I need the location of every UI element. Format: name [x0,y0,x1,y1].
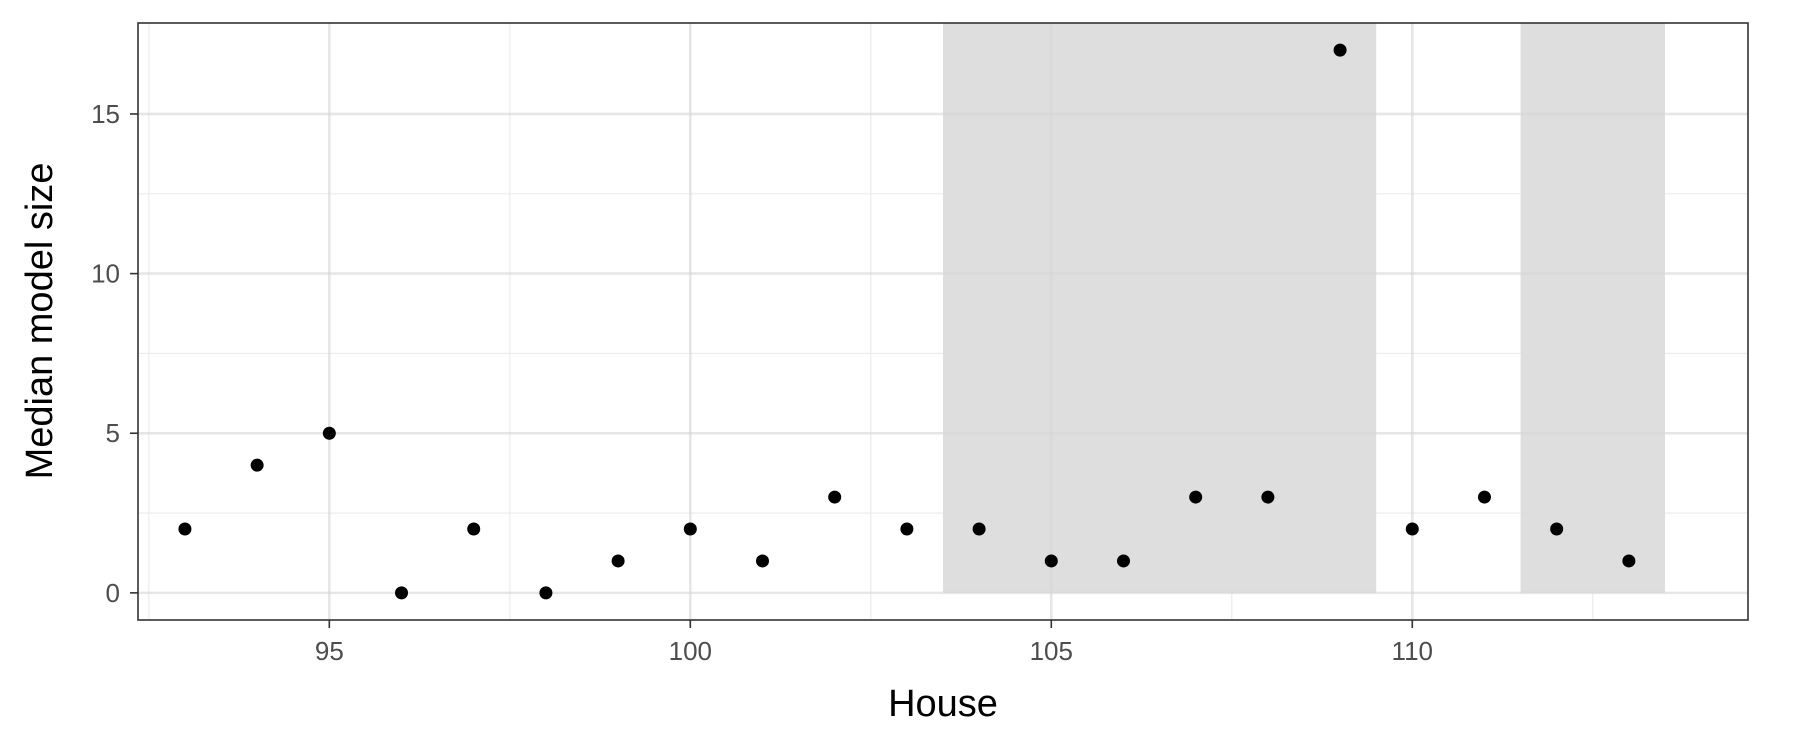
data-point [539,586,553,600]
x-tick-label: 95 [315,636,344,666]
shaded-range [943,23,1377,593]
data-point [1044,554,1058,568]
data-point [395,586,409,600]
data-point [178,522,192,536]
data-point [900,522,914,536]
data-point [322,426,336,440]
data-point [250,458,264,472]
data-point [683,522,697,536]
x-axis-title: House [888,683,998,725]
data-point [756,554,770,568]
data-point [1550,522,1564,536]
data-point [1261,490,1275,504]
x-tick-label: 110 [1392,636,1433,666]
data-point [467,522,481,536]
y-axis: 0 5 10 15 [91,99,138,608]
data-point [1116,554,1130,568]
y-axis-title: Median model size [19,163,61,480]
y-tick-label: 15 [91,99,120,129]
y-tick-label: 10 [91,259,120,289]
y-tick-label: 0 [106,578,120,608]
x-tick-label: 100 [669,636,712,666]
x-tick-label: 105 [1030,636,1073,666]
data-point [1333,43,1347,57]
shaded-ranges [943,23,1665,593]
data-point [1189,490,1203,504]
data-points [178,43,1636,600]
data-point [972,522,986,536]
x-axis: 95 100 105 110 [315,620,1433,666]
data-point [1477,490,1491,504]
data-point [828,490,842,504]
data-point [1405,522,1419,536]
panel-border [137,22,1749,621]
y-tick-label: 5 [106,418,120,448]
data-point [1622,554,1636,568]
data-point [611,554,625,568]
shaded-range [1520,23,1665,593]
